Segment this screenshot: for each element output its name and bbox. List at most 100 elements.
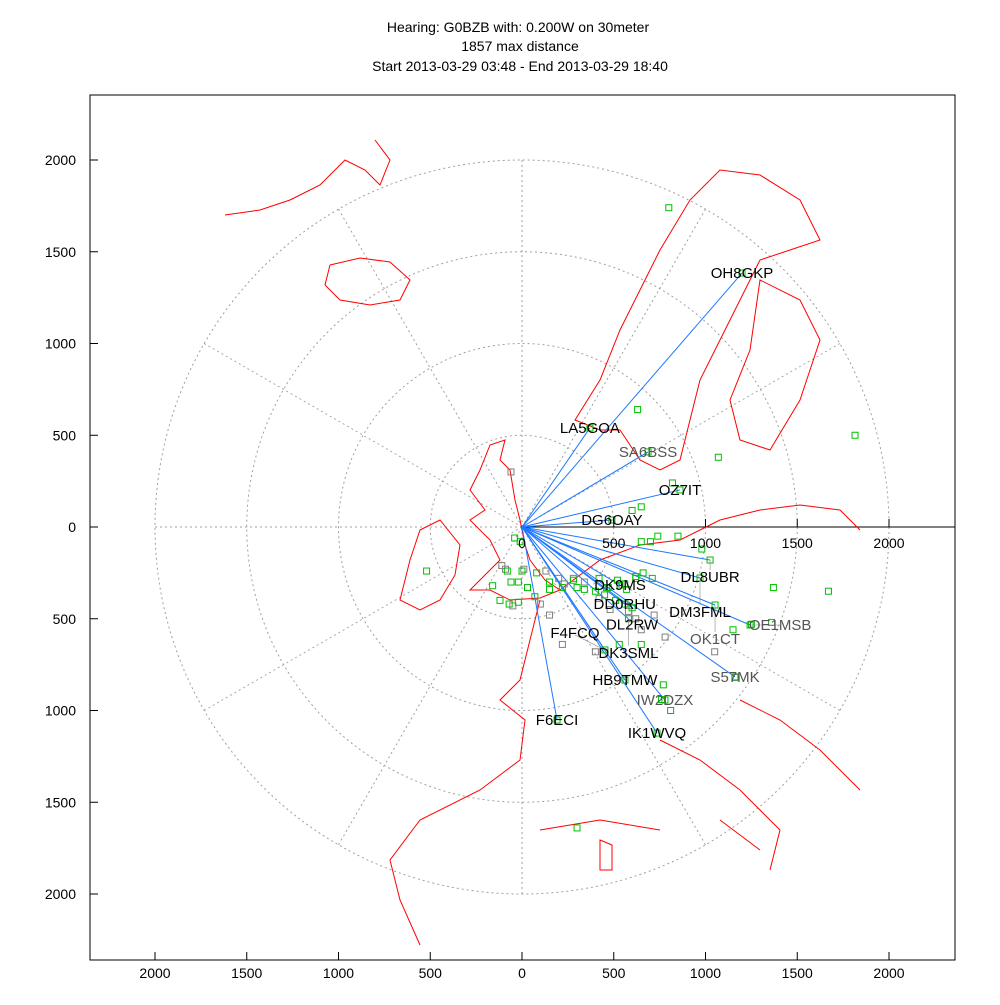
heard-spot-point — [659, 681, 667, 689]
station-point-iw2dzx — [661, 696, 669, 704]
heard-spot-point — [514, 598, 522, 606]
heard-spot-point — [646, 538, 654, 546]
y-tick-label: 2000 — [45, 152, 76, 168]
station-label: S57MK — [710, 669, 759, 686]
radial-gridline — [521, 526, 841, 711]
coast-iceland — [324, 257, 411, 306]
station-link-f6eci — [521, 526, 558, 721]
heard-spot-point — [615, 640, 623, 648]
station-point-oz7it — [676, 486, 684, 494]
station-link-dk9ms — [521, 526, 621, 586]
coast-greenland — [224, 139, 391, 216]
heard-spot-point — [648, 574, 656, 582]
station-link-dm3fml — [521, 526, 701, 579]
coast-scandinavia — [574, 169, 821, 471]
heard-spot-point — [505, 600, 513, 608]
heard-spot-point — [665, 204, 673, 212]
y-tick-label: 1000 — [45, 336, 76, 352]
inner-axis-label: 1000 — [690, 535, 721, 551]
station-label: DK9MS — [594, 577, 646, 594]
heard-spot-point — [769, 584, 777, 592]
other-spot-point — [650, 611, 658, 619]
station-point-ik1wvq — [653, 729, 661, 737]
other-spot-point — [501, 565, 509, 573]
other-spot-point — [498, 562, 506, 570]
other-spot-point — [546, 611, 554, 619]
station-link-oh8gkp — [521, 272, 743, 528]
heard-spot-point — [602, 584, 610, 592]
heard-spot-point — [518, 567, 526, 575]
other-spot-point — [711, 648, 719, 656]
x-tick-label: 0 — [518, 965, 526, 981]
coast-ireland — [399, 519, 461, 611]
other-spot-point — [580, 578, 588, 586]
heard-spot-point — [612, 596, 620, 604]
label-leader-f4fcq — [574, 634, 606, 651]
inner-axis-label: 500 — [602, 535, 626, 551]
heard-spot-point — [573, 584, 581, 592]
y-tick-label: 2000 — [45, 886, 76, 902]
station-label: SA6BSS — [619, 444, 677, 461]
other-spot-point — [542, 567, 550, 575]
heard-spot-point — [637, 503, 645, 511]
radial-gridline — [338, 208, 523, 528]
station-link-dl8ubr — [521, 526, 711, 561]
station-labels: OH8GKP LA5GOA SA6BSS OZ7IT DG6OAY DL8UBR DM3FM… — [536, 265, 812, 742]
other-spot-point — [536, 600, 544, 608]
station-point-hb9tmw — [621, 676, 629, 684]
station-point-la5goa — [586, 424, 594, 432]
station-point-dg6oay — [608, 516, 616, 524]
radial-gridline — [521, 343, 841, 528]
chart-title-line-3: Start 2013-03-29 03:48 - End 2013-03-29 … — [372, 58, 668, 74]
station-label: OZ7IT — [659, 482, 702, 499]
coast-sardinia-corsica — [599, 839, 613, 871]
heard-spot-point — [601, 591, 609, 599]
x-tick-label: 2000 — [873, 965, 904, 981]
heard-spot-point — [507, 578, 515, 586]
y-tick-label: 0 — [68, 519, 76, 535]
other-spot-point — [661, 633, 669, 641]
station-link-dk3sml — [521, 526, 629, 620]
inner-axis-label: 0 — [518, 535, 526, 551]
station-link-ik1wvq — [521, 526, 658, 734]
inner-axis-label: 2000 — [873, 535, 904, 551]
y-tick-label: 1500 — [45, 794, 76, 810]
station-label: DL8UBR — [680, 569, 739, 586]
other-spot-point — [632, 615, 640, 623]
heard-spot-point — [729, 626, 737, 634]
polar-grid — [154, 159, 955, 895]
x-tick-label: 1000 — [690, 965, 721, 981]
heard-spot-point — [558, 584, 566, 592]
heard-spot-point — [668, 479, 676, 487]
x-tick-label: 500 — [602, 965, 626, 981]
heard-spot-point — [851, 431, 859, 439]
station-link-sa6bss — [521, 451, 649, 528]
station-label: OK1CT — [690, 631, 740, 648]
label-leader-lines — [574, 560, 781, 651]
heard-spot-point — [580, 585, 588, 593]
station-label: LA5GOA — [560, 420, 620, 437]
station-label: DD0RHU — [594, 596, 657, 613]
other-spot-point — [520, 565, 528, 573]
station-label: OH8GKP — [711, 265, 774, 282]
station-link-oe1msb — [521, 526, 751, 626]
x-tick-label: 500 — [419, 965, 443, 981]
heard-spot-point — [569, 576, 577, 584]
coast-britain — [468, 439, 562, 601]
heard-spot-point — [623, 585, 631, 593]
heard-spot-point — [595, 574, 603, 582]
heard-spot-point — [654, 532, 662, 540]
station-point-dd0rhu — [621, 600, 629, 608]
other-spot-point — [558, 640, 566, 648]
x-tick-label: 1000 — [323, 965, 354, 981]
heard-spot-point — [639, 569, 647, 577]
station-point-dk9ms — [616, 581, 624, 589]
other-spot-point — [637, 626, 645, 634]
heard-spot-point — [628, 506, 636, 514]
chart-title-line-2: 1857 max distance — [461, 38, 579, 54]
station-label: DL2RW — [606, 617, 659, 634]
heard-spot-point — [516, 538, 524, 546]
radial-gridline — [203, 526, 523, 711]
heard-spot-point — [637, 538, 645, 546]
station-label: DG6OAY — [581, 512, 642, 529]
